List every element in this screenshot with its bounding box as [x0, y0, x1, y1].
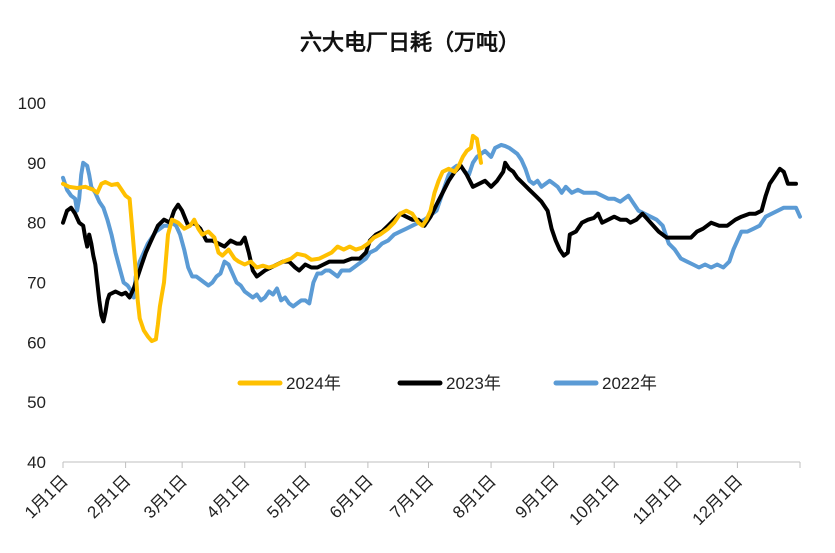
y-tick-label: 50 [27, 393, 46, 412]
y-tick-label: 80 [27, 214, 46, 233]
series-line-2024年 [61, 133, 483, 344]
legend-label: 2022年 [602, 374, 657, 393]
legend-label: 2023年 [446, 374, 501, 393]
y-tick-label: 90 [27, 154, 46, 173]
x-axis-ticks [62, 462, 801, 468]
legend-label: 2024年 [286, 374, 341, 393]
legend: 2024年 2023年 2022年 [237, 374, 657, 393]
y-axis-tick-labels: 40 50 60 70 80 90 100 [18, 94, 46, 472]
y-tick-label: 70 [27, 274, 46, 293]
y-tick-label: 40 [27, 453, 46, 472]
chart-title: 六大电厂日耗（万吨） [300, 30, 520, 56]
series-lines [61, 133, 802, 344]
y-tick-label: 60 [27, 333, 46, 352]
y-tick-label: 100 [18, 94, 46, 113]
